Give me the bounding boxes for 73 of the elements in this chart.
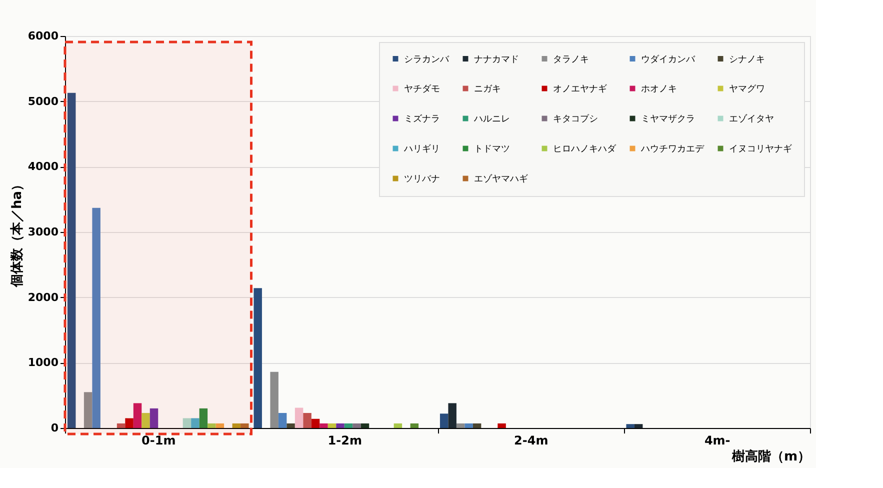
bar [303,412,312,428]
x-tick-label: 2-4m [514,434,548,448]
y-axis-title: 個体数（本／ha） [10,178,25,288]
legend-label: オノエヤナギ [553,84,607,94]
bar [84,392,92,428]
bar [232,423,241,428]
bar [352,423,361,428]
legend-label: ツリバナ [404,174,440,184]
bar [191,418,200,428]
legend-label: ホオノキ [641,84,677,94]
bar [464,423,473,428]
legend-label: ミズナラ [404,114,440,124]
bar [336,423,344,428]
bar [410,423,419,428]
bar [142,412,150,428]
y-tick-label: 6000 [28,30,59,42]
bar [472,423,482,428]
bar [199,408,208,428]
bar [360,423,370,428]
bar [125,418,134,428]
y-tick-label: 1000 [28,356,59,370]
y-tick-label: 4000 [28,160,59,174]
bar [208,423,216,428]
legend-label: タラノキ [553,54,589,65]
bar [150,408,158,428]
legend-label: ウダイカンバ [641,54,696,65]
y-tick-label: 2000 [28,290,59,304]
legend-label: シラカンバ [404,54,450,65]
legend-label: ナナカマド [474,54,519,65]
bar [240,423,249,428]
bar [394,423,402,428]
bar [133,403,142,428]
x-tick-label: 4m- [704,434,730,448]
bar [116,423,126,428]
legend-label: ヤマグワ [729,84,765,94]
x-axis-title: 樹高階（m） [730,448,810,464]
legend-label: キタコブシ [553,114,598,124]
bar [254,288,262,428]
bar [320,423,328,428]
legend-label: イヌコリヤナギ [729,144,792,154]
bar [92,208,100,428]
bar [498,423,506,428]
legend-label: ハリギリ [403,144,440,154]
legend-label: シナノキ [729,54,765,65]
bar [286,423,295,428]
legend-label: トドマツ [474,144,510,154]
bar [626,424,634,428]
legend-label: ヒロハノキハダ [553,144,617,154]
y-tick-label: 3000 [28,226,59,238]
bar [67,92,76,428]
y-tick-label: 5000 [28,94,59,108]
legend-label: ミヤマザクラ [641,114,695,124]
x-tick-label: 0-1m [142,434,176,448]
bar [182,418,192,428]
bar [294,408,304,428]
bar [328,423,336,428]
bar [344,423,353,428]
bar [270,372,278,428]
legend-label: エゾイタヤ [729,114,774,124]
bar [456,423,465,428]
x-tick-label: 1-2m [328,434,362,448]
bar [634,424,643,428]
bar [448,403,456,428]
legend-label: エゾヤマハギ [474,174,528,184]
legend-label: ハルニレ [473,114,510,124]
bar [311,418,320,428]
bar [216,423,224,428]
y-tick-label: 0 [50,422,59,434]
legend-label: ニガキ [474,84,501,94]
bar [440,414,448,428]
legend-label: ハウチワカエデ [640,144,705,154]
legend-label: ヤチダモ [404,84,440,94]
bar [278,412,287,428]
